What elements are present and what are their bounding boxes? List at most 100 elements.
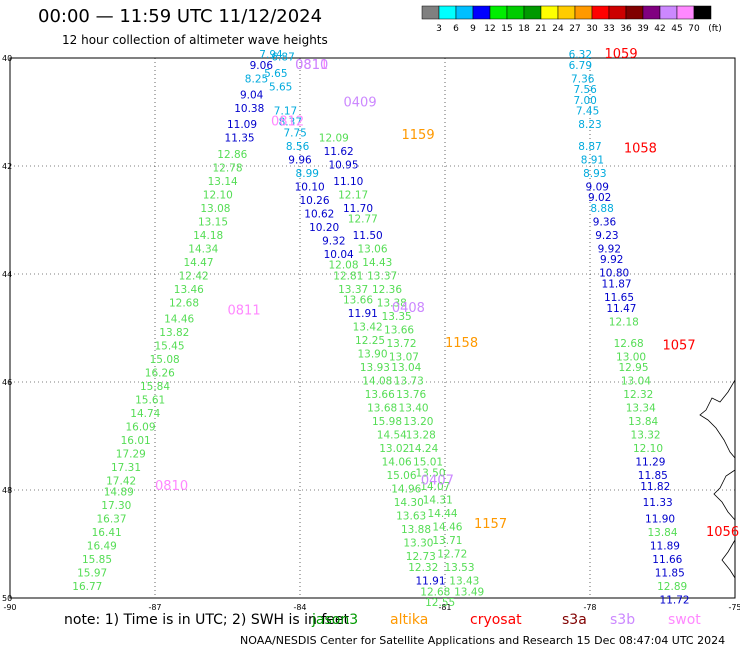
y-tick-label: 40 — [2, 54, 12, 63]
wave-height-point: 8.99 — [296, 168, 319, 180]
wave-height-point: 6.32 — [569, 49, 592, 61]
wave-height-point: 12.68 — [614, 338, 644, 350]
pass-time-label: 1157 — [474, 517, 507, 532]
satellite-legend-item: s3a — [562, 612, 587, 628]
wave-height-point: 12.42 — [179, 270, 209, 282]
satellite-legend-item: s3b — [610, 612, 636, 628]
wave-height-point: 11.87 — [602, 279, 632, 291]
colorbar-label: 70 — [688, 24, 700, 34]
wave-height-point: 13.66 — [343, 295, 373, 307]
wave-height-point: 6.79 — [569, 60, 592, 72]
pass-time-label: 0811 — [228, 304, 261, 319]
wave-height-point: 14.54 — [377, 430, 407, 442]
wave-height-point: 12.72 — [437, 549, 467, 561]
pass-time-label: 0407 — [421, 474, 454, 489]
wave-height-point: 11.91 — [415, 576, 445, 588]
wave-height-point: 12.78 — [212, 162, 242, 174]
pass-time-label: 0408 — [392, 301, 425, 316]
wave-height-point: 12.77 — [348, 214, 378, 226]
wave-height-point: 13.46 — [174, 284, 204, 296]
wave-height-point: 7.56 — [573, 84, 597, 96]
wave-height-point: 8.93 — [583, 168, 606, 180]
wave-height-point: 12.10 — [203, 189, 233, 201]
wave-height-point: 14.47 — [183, 257, 213, 269]
wave-height-point: 14.96 — [391, 484, 421, 496]
y-tick-label: 48 — [2, 486, 12, 495]
satellite-legend-item: swot — [668, 612, 701, 628]
wave-height-point: 17.31 — [111, 462, 141, 474]
footnote: note: 1) Time is in UTC; 2) SWH is in fe… — [64, 612, 350, 628]
colorbar-label: 6 — [453, 24, 459, 34]
wave-height-point: 14.30 — [394, 497, 424, 509]
wave-height-point: 13.43 — [449, 576, 479, 588]
wave-height-point: 13.04 — [621, 376, 651, 388]
wave-height-point: 15.01 — [413, 457, 443, 469]
wave-height-point: 17.42 — [106, 476, 136, 488]
wave-height-point: 12.73 — [406, 551, 436, 563]
colorbar-label: 39 — [637, 24, 649, 34]
colorbar-label: 27 — [569, 24, 580, 34]
colorbar-label: 15 — [501, 24, 512, 34]
wave-height-point: 14.31 — [423, 495, 453, 507]
wave-height-point: 13.28 — [406, 430, 436, 442]
wave-height-point: 13.88 — [401, 524, 431, 536]
wave-height-point: 13.02 — [379, 443, 409, 455]
wave-height-point: 12.95 — [618, 362, 648, 374]
pass-time-label: 0811 — [295, 58, 328, 73]
wave-height-point: 16.41 — [92, 527, 122, 539]
colorbar-label: 21 — [535, 24, 546, 34]
wave-height-point: 9.04 — [240, 90, 264, 102]
y-tick-label: 50 — [2, 594, 12, 603]
wave-height-point: 14.89 — [104, 486, 134, 498]
wave-height-point: 7.17 — [274, 106, 297, 118]
x-tick-label: -90 — [3, 603, 16, 612]
x-tick-label: -81 — [438, 603, 451, 612]
wave-height-point: 12.32 — [623, 389, 653, 401]
wave-height-point: 8.88 — [590, 203, 613, 215]
wave-height-point: 11.47 — [606, 303, 636, 315]
wave-height-point: 14.74 — [130, 408, 160, 420]
colorbar-label: 9 — [470, 24, 476, 34]
wave-height-point: 5.65 — [264, 68, 287, 80]
wave-height-point: 11.35 — [225, 133, 255, 145]
wave-height-point: 12.09 — [319, 133, 349, 145]
wave-height-point: 8.87 — [578, 141, 601, 153]
wave-height-point: 14.24 — [408, 443, 438, 455]
wave-height-point: 10.20 — [309, 222, 339, 234]
wave-height-point: 13.34 — [626, 403, 656, 415]
wave-height-point: 13.37 — [338, 284, 368, 296]
wave-height-point: 15.97 — [77, 567, 107, 579]
wave-height-point: 12.36 — [372, 284, 402, 296]
wave-height-point: 13.08 — [200, 203, 230, 215]
chart-title: 00:00 — 11:59 UTC 11/12/2024 — [38, 6, 323, 27]
wave-height-point: 12.08 — [328, 260, 358, 272]
wave-height-point: 9.23 — [595, 230, 618, 242]
wave-height-point: 11.66 — [652, 554, 682, 566]
wave-height-point: 9.32 — [322, 235, 345, 247]
y-tick-label: 44 — [2, 270, 12, 279]
wave-height-point: 16.01 — [121, 435, 151, 447]
pass-time-label: 1158 — [445, 336, 478, 351]
x-tick-label: -84 — [293, 603, 306, 612]
pass-time-label: 1059 — [605, 47, 638, 62]
wave-height-point: 15.06 — [386, 470, 416, 482]
wave-height-point: 10.62 — [304, 208, 334, 220]
wave-height-point: 11.50 — [353, 230, 383, 242]
wave-height-point: 13.30 — [403, 538, 433, 550]
wave-height-point: 13.72 — [386, 338, 416, 350]
colorbar-label: 18 — [518, 24, 530, 34]
wave-height-point: 13.14 — [208, 176, 238, 188]
wave-height-point: 7.00 — [573, 95, 596, 107]
colorbar-label: 45 — [671, 24, 682, 34]
wave-height-point: 13.37 — [367, 270, 397, 282]
wave-height-point: 15.84 — [140, 381, 170, 393]
wave-height-point: 10.10 — [295, 181, 325, 193]
wave-height-point: 13.49 — [454, 586, 484, 598]
colorbar-label: 12 — [484, 24, 495, 34]
wave-height-point: 8.25 — [245, 73, 268, 85]
wave-height-point: 15.08 — [150, 354, 180, 366]
wave-height-point: 13.35 — [382, 311, 412, 323]
wave-height-point: 9.92 — [600, 254, 623, 266]
colorbar: 3 6 9 12 15 18 21 24 27 30 33 36 39 42 45 70 (ft) — [421, 5, 722, 34]
wave-height-point: 13.00 — [616, 351, 646, 363]
